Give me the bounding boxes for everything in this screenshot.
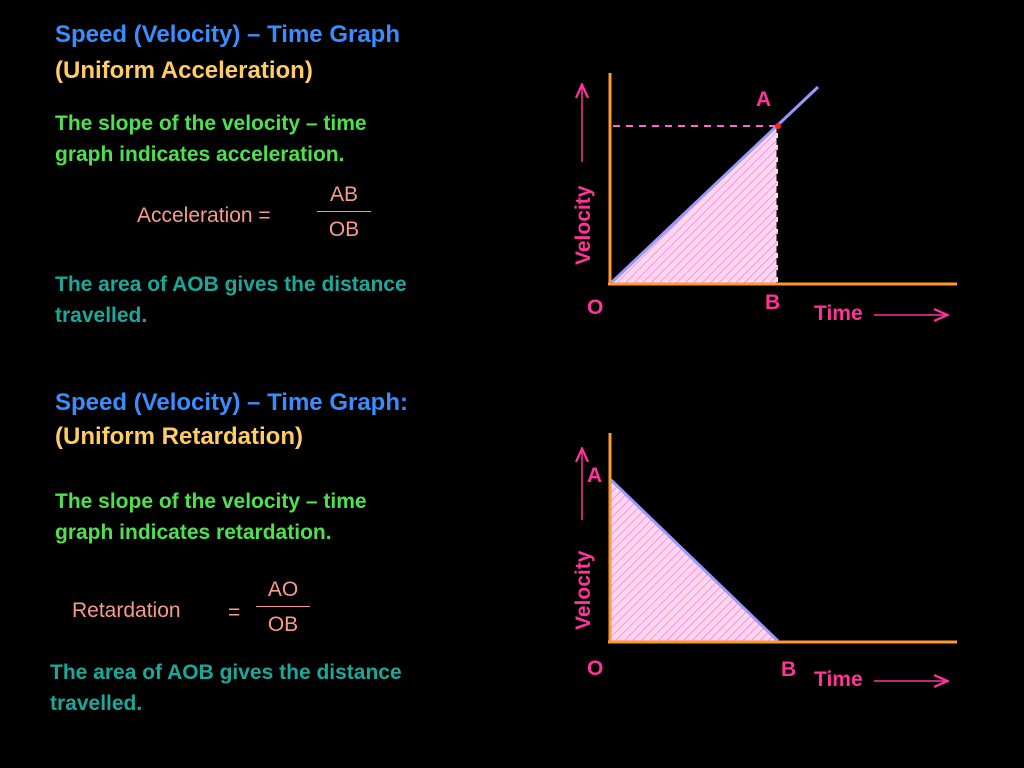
retardation-denominator: OB (267, 613, 299, 636)
acceleration-velocity-line (609, 85, 820, 285)
retardation-equals: = (228, 601, 241, 624)
acceleration-point-a-marker (775, 123, 781, 129)
section1-area-text: The area of AOB gives the distance trave… (55, 269, 407, 331)
retardation-y-label: Velocity (572, 550, 595, 630)
retardation-point-a-label: A (587, 464, 602, 487)
acceleration-y-label: Velocity (572, 185, 595, 265)
section2-area-line2: travelled. (50, 692, 143, 715)
retardation-velocity-line (609, 478, 780, 643)
retardation-fraction: AO OB (256, 578, 310, 637)
section1-slope-text: The slope of the velocity – time graph i… (55, 108, 367, 170)
section1-subtitle: (Uniform Acceleration) (55, 57, 313, 84)
section1-area-line1: The area of AOB gives the distance (55, 273, 407, 296)
retardation-formula-label: Retardation (72, 599, 181, 622)
section1-title-line1: Speed (Velocity) – Time Graph (55, 21, 400, 48)
section2-area-line1: The area of AOB gives the distance (50, 661, 402, 684)
section2-title: Speed (Velocity) – Time Graph: (55, 389, 408, 416)
acceleration-fraction: AB OB (317, 183, 371, 242)
section2-subtitle: (Uniform Retardation) (55, 423, 303, 450)
acceleration-x-label: Time (814, 302, 863, 325)
section1-slope-line2: graph indicates acceleration. (55, 143, 345, 166)
acceleration-point-a-label: A (756, 88, 771, 111)
acceleration-point-b-label: B (765, 291, 780, 314)
acceleration-denominator: OB (328, 218, 360, 241)
acceleration-graph: Velocity Time O A B (572, 73, 957, 325)
acceleration-numerator: AB (317, 183, 371, 212)
retardation-origin-label: O (587, 657, 603, 680)
retardation-numerator: AO (256, 578, 310, 607)
section1-slope-line1: The slope of the velocity – time (55, 112, 367, 135)
acceleration-origin-label: O (587, 296, 603, 319)
retardation-graph: Velocity Time O A B (572, 433, 957, 691)
section2-slope-line2: graph indicates retardation. (55, 521, 332, 544)
acceleration-formula-label: Acceleration = (137, 204, 271, 227)
retardation-point-b-label: B (781, 658, 796, 681)
retardation-x-label: Time (814, 668, 863, 691)
section2-slope-text: The slope of the velocity – time graph i… (55, 486, 367, 548)
section1-title: Speed (Velocity) – Time Graph (55, 18, 400, 51)
section2-slope-line1: The slope of the velocity – time (55, 490, 367, 513)
section1-area-line2: travelled. (55, 304, 148, 327)
section2-area-text: The area of AOB gives the distance trave… (50, 657, 402, 719)
